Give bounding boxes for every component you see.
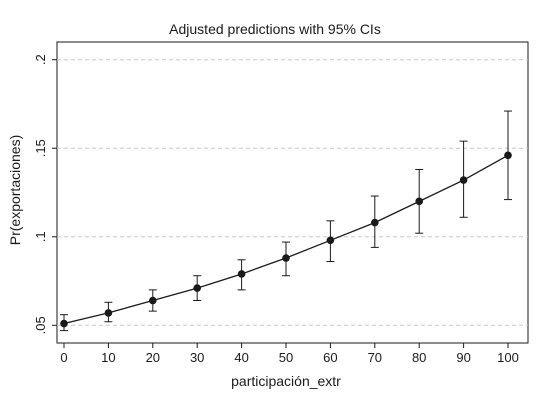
axes: .05 .1 .15 .2 0 10 20 30 40 50 60 70 80 90 100	[33, 54, 519, 365]
y-tick-label: .05	[33, 316, 48, 334]
x-tick-label: 60	[323, 350, 337, 365]
data-point	[371, 218, 379, 227]
x-tick-label: 20	[146, 350, 160, 365]
data-point	[459, 176, 468, 184]
data-point	[415, 197, 424, 206]
y-tick-label: .15	[33, 139, 48, 157]
x-tick-label: 90	[456, 350, 470, 365]
data-point	[237, 270, 246, 278]
data-point	[282, 254, 290, 262]
x-tick-label: 10	[101, 350, 115, 365]
x-tick-label: 30	[190, 350, 204, 365]
data-point	[193, 284, 201, 292]
x-tick-label: 100	[497, 350, 519, 365]
x-tick-label: 50	[279, 350, 293, 365]
data-point	[60, 319, 68, 328]
data-point	[504, 151, 512, 160]
data-point	[104, 309, 113, 317]
plot-area	[56, 41, 529, 344]
y-tick-label: .2	[33, 54, 48, 65]
x-axis-label: participación_extr	[231, 373, 341, 389]
y-axis-label: Pr(exportaciones)	[7, 135, 23, 246]
series-marks	[60, 110, 512, 332]
data-point	[149, 296, 157, 305]
x-tick-label: 0	[60, 350, 67, 365]
data-point	[326, 236, 335, 245]
x-tick-label: 40	[234, 350, 248, 365]
gridlines	[57, 59, 528, 326]
chart-title: Adjusted predictions with 95% CIs	[169, 21, 381, 37]
y-tick-label: .1	[33, 231, 48, 242]
x-tick-label: 80	[412, 350, 426, 365]
x-tick-label: 70	[368, 350, 382, 365]
